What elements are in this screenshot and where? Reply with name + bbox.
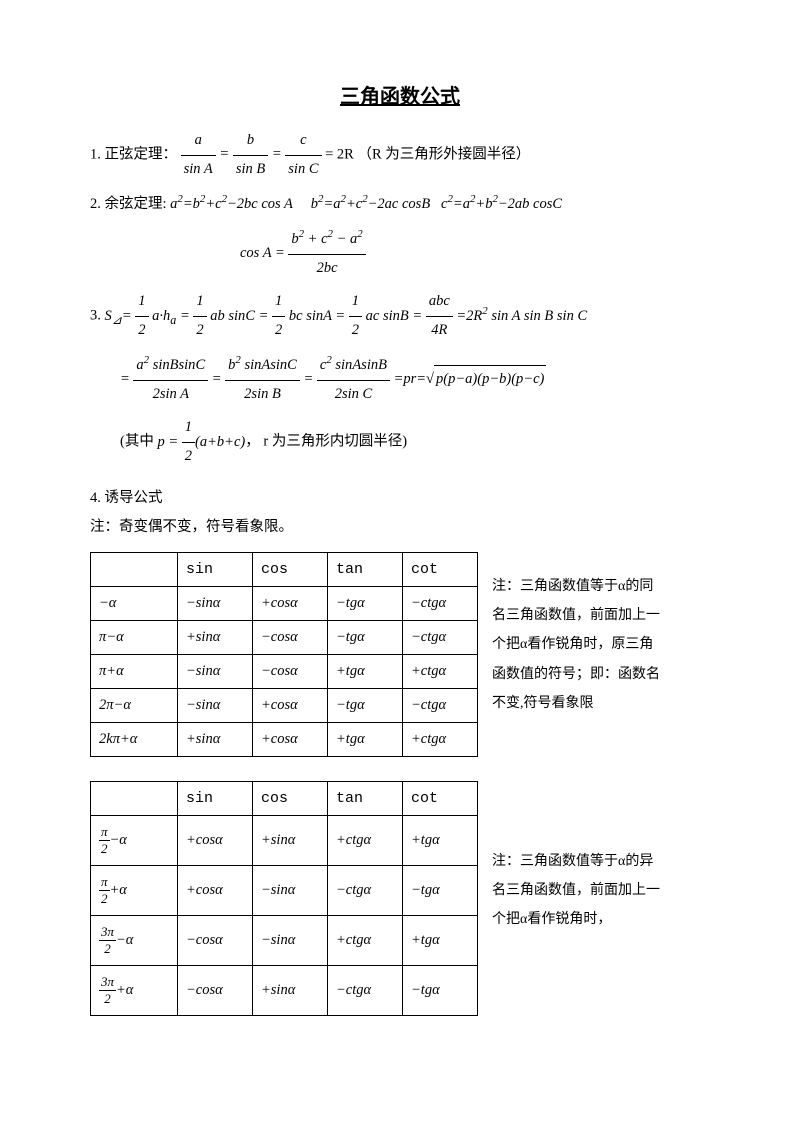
t1-r1c2: −tgα (328, 620, 403, 654)
induction-table-2: sin cos tan cot π2−α +cosα +sinα +ctgα +… (90, 781, 478, 1016)
t1-h4: cot (403, 552, 478, 586)
t2-r0c0: +cosα (178, 815, 253, 865)
t1-r4c2: +tgα (328, 722, 403, 756)
t2-r0h: π2−α (91, 815, 178, 865)
t1-r3c0: −sinα (178, 688, 253, 722)
t2-r3c3: −tgα (403, 965, 478, 1015)
t1-r0c3: −ctgα (403, 586, 478, 620)
table1-note: 注：三角函数值等于α的同名三角函数值，前面加上一个把α看作锐角时，原三角函数值的… (478, 548, 667, 719)
t2-r2c1: −sinα (253, 915, 328, 965)
t1-r3c3: −ctgα (403, 688, 478, 722)
t1-r1c3: −ctgα (403, 620, 478, 654)
t1-r4c1: +cosα (253, 722, 328, 756)
t1-r1c0: +sinα (178, 620, 253, 654)
table2-note: 注：三角函数值等于α的异名三角函数值，前面加上一个把α看作锐角时， (478, 777, 667, 935)
t2-r0c2: +ctgα (328, 815, 403, 865)
t2-r0c3: +tgα (403, 815, 478, 865)
triangle-area-note: (其中 p = 12(a+b+c)， r 为三角形内切圆半径) (90, 414, 710, 470)
t1-r2c3: +ctgα (403, 654, 478, 688)
t1-r2c2: +tgα (328, 654, 403, 688)
table-row: π2−α +cosα +sinα +ctgα +tgα (91, 815, 478, 865)
t1-r0c0: −sinα (178, 586, 253, 620)
induction-heading: 4. 诱导公式 (90, 485, 710, 513)
t1-r2c1: −cosα (253, 654, 328, 688)
t2-r3c2: −ctgα (328, 965, 403, 1015)
t2-r1c0: +cosα (178, 865, 253, 915)
t1-h3: tan (328, 552, 403, 586)
t2-r2c3: +tgα (403, 915, 478, 965)
cos-a-formula: cos A = b2 + c2 − a22bc (90, 224, 710, 282)
t2-r2h: 3π2−α (91, 915, 178, 965)
law-of-sines: 1. 正弦定理： asin A = bsin B = csin C = 2R （… (90, 127, 710, 183)
t2-r1h: π2+α (91, 865, 178, 915)
item1-tail: = 2R （R 为三角形外接圆半径） (325, 146, 530, 162)
t2-h0 (91, 781, 178, 815)
table-row: π2+α +cosα −sinα −ctgα −tgα (91, 865, 478, 915)
item2-label: 2. 余弦定理: (90, 196, 167, 212)
item3-tail: (其中 (120, 434, 154, 450)
t1-h1: sin (178, 552, 253, 586)
law-of-cosines: 2. 余弦定理: a2=b2+c2−2bc cos A b2=a2+c2−2ac… (90, 189, 710, 218)
t2-r2c2: +ctgα (328, 915, 403, 965)
induction-table-1: sin cos tan cot −α −sinα +cosα −tgα −ctg… (90, 552, 478, 757)
table-row: 2kπ+α +sinα +cosα +tgα +ctgα (91, 722, 478, 756)
t1-r0h: −α (91, 586, 178, 620)
t1-h0 (91, 552, 178, 586)
t1-r4c0: +sinα (178, 722, 253, 756)
page-title: 三角函数公式 (90, 80, 710, 109)
t2-r3c0: −cosα (178, 965, 253, 1015)
t2-h3: tan (328, 781, 403, 815)
t2-h4: cot (403, 781, 478, 815)
t2-r3h: 3π2+α (91, 965, 178, 1015)
t2-r3c1: +sinα (253, 965, 328, 1015)
t2-h2: cos (253, 781, 328, 815)
t2-r1c2: −ctgα (328, 865, 403, 915)
t1-r4c3: +ctgα (403, 722, 478, 756)
item3-tail2: ， r 为三角形内切圆半径) (245, 434, 407, 450)
t2-r1c1: −sinα (253, 865, 328, 915)
item1-label: 1. 正弦定理： (90, 146, 177, 162)
t1-r4h: 2kπ+α (91, 722, 178, 756)
t1-r3c2: −tgα (328, 688, 403, 722)
t1-r0c2: −tgα (328, 586, 403, 620)
t2-r0c1: +sinα (253, 815, 328, 865)
induction-note: 注：奇变偶不变，符号看象限。 (90, 514, 710, 542)
table-row: ππ−α−α +sinα −cosα −tgα −ctgα (91, 620, 478, 654)
table-row: π+α −sinα −cosα +tgα +ctgα (91, 654, 478, 688)
table-row: 3π2−α −cosα −sinα +ctgα +tgα (91, 915, 478, 965)
table-row: 2π−α −sinα +cosα −tgα −ctgα (91, 688, 478, 722)
t2-r2c0: −cosα (178, 915, 253, 965)
triangle-area: 3. S⊿= 12 a·ha = 12 ab sinC = 12 bc sinA… (90, 288, 710, 344)
t1-r1c1: −cosα (253, 620, 328, 654)
t1-r2c0: −sinα (178, 654, 253, 688)
item3-label: 3. (90, 308, 101, 324)
t2-h1: sin (178, 781, 253, 815)
table2-section: sin cos tan cot π2−α +cosα +sinα +ctgα +… (90, 777, 710, 1036)
t1-r3h: 2π−α (91, 688, 178, 722)
t1-r3c1: +cosα (253, 688, 328, 722)
t1-r1h: ππ−α−α (91, 620, 178, 654)
table1-section: sin cos tan cot −α −sinα +cosα −tgα −ctg… (90, 548, 710, 777)
table-row: 3π2+α −cosα +sinα −ctgα −tgα (91, 965, 478, 1015)
t1-r2h: π+α (91, 654, 178, 688)
t1-r0c1: +cosα (253, 586, 328, 620)
t2-r1c3: −tgα (403, 865, 478, 915)
triangle-area-cont: = a2 sinBsinC2sin A = b2 sinAsinC2sin B … (90, 350, 710, 408)
t1-h2: cos (253, 552, 328, 586)
table-row: −α −sinα +cosα −tgα −ctgα (91, 586, 478, 620)
